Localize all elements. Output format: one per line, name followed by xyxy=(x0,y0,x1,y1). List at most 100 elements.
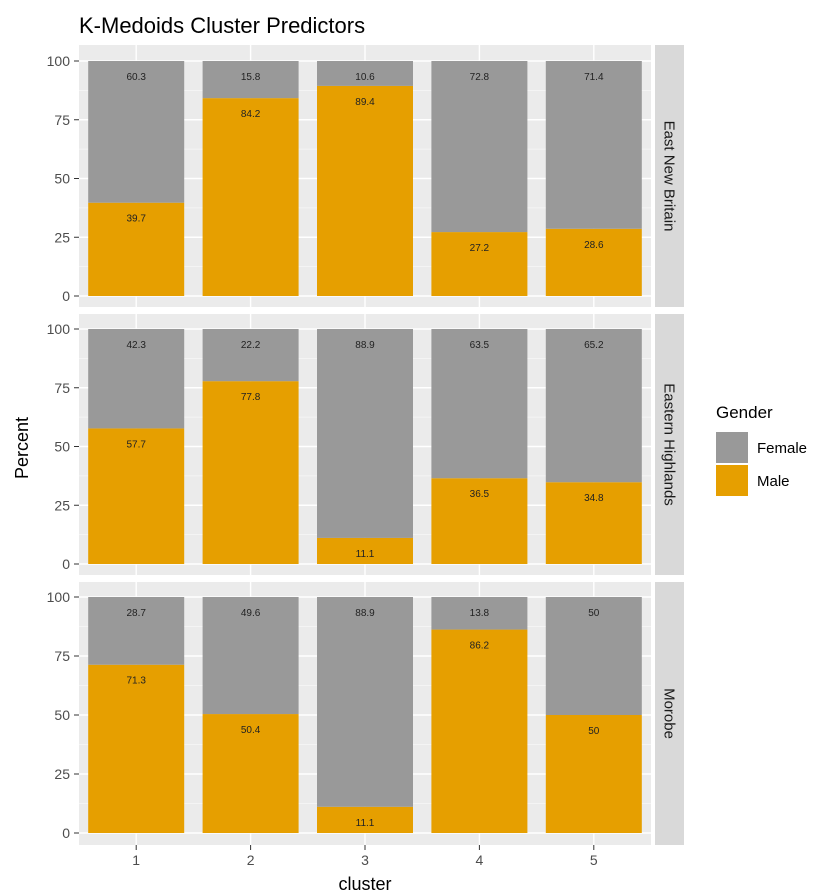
legend: Gender Female Male xyxy=(716,403,807,496)
x-tick-label: 4 xyxy=(476,852,484,868)
y-tick-label: 100 xyxy=(47,321,71,337)
panels-layer: 0 25 50 75 100 39.7 60.3 84.2 15.8 89.4 10.6 27.2 72… xyxy=(47,45,684,845)
bar-male xyxy=(431,232,528,296)
y-tick-label: 75 xyxy=(54,648,70,664)
bar-female xyxy=(317,61,413,86)
facet-strip-label: Morobe xyxy=(661,688,678,739)
bar-female xyxy=(202,597,299,715)
legend-entries: Female Male xyxy=(716,432,807,496)
bar-male xyxy=(88,664,185,833)
data-label: 22.2 xyxy=(241,340,261,351)
data-label: 11.1 xyxy=(356,818,375,829)
data-label: 63.5 xyxy=(470,340,490,351)
data-label: 39.7 xyxy=(126,214,146,225)
x-tick-label: 1 xyxy=(132,852,140,868)
bar-male xyxy=(431,629,528,833)
bar-male xyxy=(431,478,528,564)
bar-female xyxy=(431,597,528,630)
legend-key-female xyxy=(716,432,748,463)
bar-female xyxy=(431,329,528,479)
bar-male xyxy=(202,381,299,564)
chart-title: K-Medoids Cluster Predictors xyxy=(79,13,365,38)
bar-female xyxy=(317,597,413,807)
y-tick-label: 0 xyxy=(62,825,70,841)
bar-male xyxy=(317,537,413,564)
facet-strip-label: East New Britain xyxy=(661,121,678,232)
data-label: 42.3 xyxy=(126,340,146,351)
facet-panel: 0 25 50 75 100 39.7 60.3 84.2 15.8 89.4 10.6 27.2 72… xyxy=(47,45,684,307)
y-tick-label: 0 xyxy=(62,288,70,304)
data-label: 28.6 xyxy=(584,240,604,251)
legend-label: Female xyxy=(757,440,807,457)
data-label: 27.2 xyxy=(470,243,490,254)
bar-female xyxy=(545,61,642,229)
bar-male xyxy=(317,85,413,296)
data-label: 65.2 xyxy=(584,340,604,351)
data-label: 89.4 xyxy=(355,97,375,108)
data-label: 88.9 xyxy=(355,340,375,351)
y-tick-label: 75 xyxy=(54,112,70,128)
bar-female xyxy=(202,329,299,382)
data-label: 36.5 xyxy=(470,489,490,500)
x-axis-title: cluster xyxy=(338,874,391,894)
data-label: 71.3 xyxy=(126,676,146,687)
y-tick-label: 25 xyxy=(54,229,70,245)
data-label: 50.4 xyxy=(241,725,261,736)
data-label: 49.6 xyxy=(241,608,261,619)
bar-female xyxy=(88,597,185,665)
x-tick-label: 3 xyxy=(361,852,369,868)
bar-female xyxy=(431,61,528,233)
y-tick-label: 25 xyxy=(54,766,70,782)
facet-panel: 0 25 50 75 100 57.7 42.3 77.8 22.2 11.1 88.9 36.5 63… xyxy=(47,314,684,575)
bar-male xyxy=(202,98,299,296)
y-tick-label: 75 xyxy=(54,380,70,396)
bar-male xyxy=(545,228,642,296)
legend-title: Gender xyxy=(716,403,773,422)
bar-male xyxy=(88,428,185,564)
data-label: 71.4 xyxy=(584,72,604,83)
y-tick-label: 100 xyxy=(47,589,71,605)
facet-strip-label: Eastern Highlands xyxy=(661,383,678,506)
data-label: 84.2 xyxy=(241,109,261,120)
data-label: 11.1 xyxy=(356,549,375,560)
data-label: 50 xyxy=(588,726,600,737)
y-tick-label: 50 xyxy=(54,439,70,455)
data-label: 28.7 xyxy=(126,608,146,619)
facet-panel: 0 25 50 75 100 71.3 28.7 50.4 49.6 11.1 88.9 86.2 13… xyxy=(47,582,684,845)
y-tick-label: 25 xyxy=(54,497,70,513)
y-tick-label: 0 xyxy=(62,556,70,572)
data-label: 60.3 xyxy=(126,72,146,83)
data-label: 50 xyxy=(588,608,600,619)
facet-strip xyxy=(655,314,684,575)
x-tick-label: 2 xyxy=(247,852,255,868)
data-label: 86.2 xyxy=(470,641,490,652)
x-tick-label: 5 xyxy=(590,852,598,868)
data-label: 10.6 xyxy=(355,72,375,83)
data-label: 88.9 xyxy=(355,608,375,619)
y-tick-label: 50 xyxy=(54,707,70,723)
bar-female xyxy=(88,329,185,429)
bar-male xyxy=(545,482,642,564)
data-label: 57.7 xyxy=(126,439,146,450)
bar-male xyxy=(202,714,299,833)
facet-strip xyxy=(655,45,684,307)
bar-male xyxy=(317,806,413,833)
y-tick-label: 50 xyxy=(54,171,70,187)
x-axis: 1 2 3 4 5 xyxy=(132,845,598,868)
data-label: 15.8 xyxy=(241,72,261,83)
data-label: 77.8 xyxy=(241,392,261,403)
data-label: 72.8 xyxy=(470,72,490,83)
bar-male xyxy=(88,202,185,296)
data-label: 13.8 xyxy=(470,608,490,619)
legend-key-male xyxy=(716,465,748,496)
bar-female xyxy=(545,329,642,483)
legend-label: Male xyxy=(757,473,790,490)
bar-female xyxy=(317,329,413,538)
bar-female xyxy=(545,597,642,715)
bar-female xyxy=(202,61,299,99)
y-axis-title: Percent xyxy=(12,417,32,479)
y-tick-label: 100 xyxy=(47,53,71,69)
bar-male xyxy=(545,715,642,833)
bar-female xyxy=(88,61,185,203)
